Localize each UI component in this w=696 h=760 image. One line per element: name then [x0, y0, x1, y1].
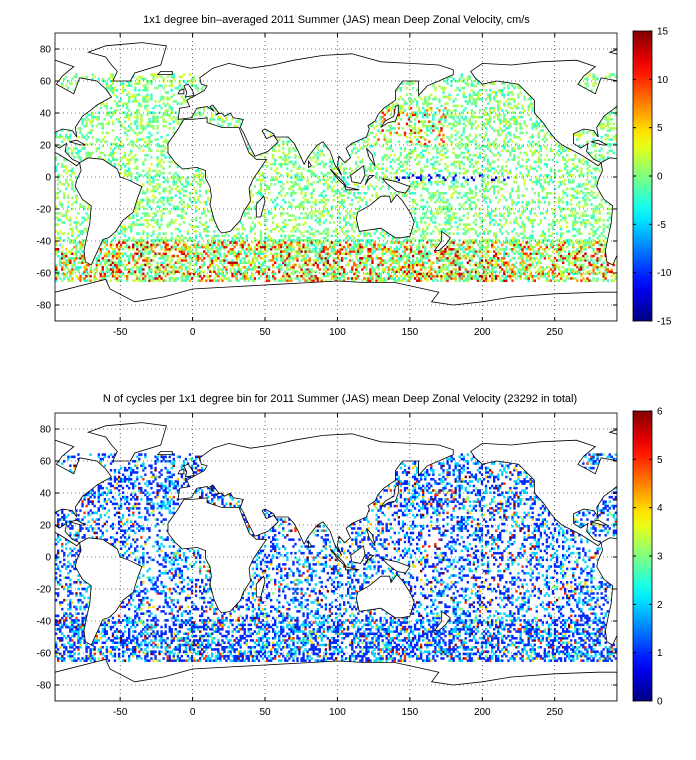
landmass-borneo	[350, 545, 366, 564]
landmass-ireland	[177, 88, 185, 95]
landmass-greenland	[86, 42, 168, 82]
landmass-newGuinea	[381, 557, 411, 574]
map-title-velocity: 1x1 degree bin–averaged 2011 Summer (JAS…	[143, 14, 530, 26]
landmass-japan	[380, 484, 399, 508]
landmass-iceland	[156, 451, 173, 455]
y-tick-label: -60	[37, 269, 52, 280]
landmass-africa	[167, 117, 268, 234]
colorbar-tick-label: 15	[657, 27, 669, 38]
x-tick-label: -50	[113, 707, 128, 718]
landmass-java	[344, 186, 360, 191]
x-tick-label: 100	[329, 327, 346, 338]
landmass-greenland	[86, 422, 168, 462]
landmass-cuba	[69, 519, 86, 526]
y-tick-label: 0	[45, 173, 51, 184]
landmass-philippines	[366, 147, 376, 167]
colorbar-tick-label: 3	[657, 552, 663, 563]
x-tick-label: 200	[474, 327, 491, 338]
colorbar-tick-label: 0	[657, 172, 663, 183]
colorbar-tick-label: 5	[657, 123, 663, 134]
x-tick-label: -50	[113, 327, 128, 338]
y-tick-label: 40	[40, 489, 52, 500]
y-tick-label: -60	[37, 649, 52, 660]
landmass-newZealand	[433, 230, 451, 251]
landmass-sulawesi	[364, 555, 375, 566]
colorbar-tick-label: 6	[657, 407, 663, 418]
y-tick-label: -80	[37, 681, 52, 692]
x-tick-label: 200	[474, 707, 491, 718]
y-tick-label: 20	[40, 521, 52, 532]
colorbar-tick-label: 5	[657, 455, 663, 466]
y-tick-label: 80	[40, 45, 52, 56]
landmass-sulawesi	[364, 175, 375, 186]
y-tick-label: 80	[40, 425, 52, 436]
x-tick-label: 250	[546, 707, 563, 718]
landmass-cuba	[590, 519, 608, 526]
colorbar-tick-label: -5	[657, 220, 666, 231]
colorbar-tick-label: -15	[657, 317, 672, 328]
landmass-southAmerica	[74, 157, 143, 266]
landmass-japan	[380, 104, 399, 128]
y-tick-label: 60	[40, 457, 52, 468]
y-tick-label: 0	[45, 553, 51, 564]
grid-lines	[55, 413, 617, 701]
landmass-antarctica	[55, 658, 617, 701]
landmass-southAmerica	[74, 537, 143, 646]
y-tick-label: -20	[37, 205, 52, 216]
y-tick-label: -80	[37, 301, 52, 312]
map-title-cycle-count: N of cycles per 1x1 degree bin for 2011 …	[102, 393, 578, 405]
landmass-antarctica	[55, 278, 617, 321]
colorbar-tick-label: 1	[657, 648, 663, 659]
x-tick-label: 50	[259, 707, 271, 718]
x-tick-label: 150	[402, 707, 419, 718]
x-tick-label: 250	[546, 327, 563, 338]
velocity-map: -50 0 50 100 150 200 250806040200-20-40-60-801…	[37, 27, 672, 339]
colorbar-tick-label: 10	[657, 75, 669, 86]
x-tick-label: 0	[190, 327, 196, 338]
landmass-britain	[183, 463, 195, 478]
x-tick-label: 150	[402, 327, 419, 338]
colorbar-tick-label: -10	[657, 268, 672, 279]
colorbar-tick-label: 2	[657, 600, 663, 611]
landmass-sriLanka	[308, 539, 312, 549]
landmass-australia	[355, 193, 415, 239]
y-tick-label: -20	[37, 585, 52, 596]
y-tick-label: -40	[37, 237, 52, 248]
x-tick-label: 0	[190, 707, 196, 718]
landmass-eurasia	[177, 433, 454, 556]
landmass-newGuinea	[381, 177, 411, 194]
landmass-southAmerica	[596, 157, 617, 266]
landmass-australia	[355, 573, 415, 619]
landmass-madagascar	[255, 575, 266, 598]
landmass-eurasia	[177, 53, 454, 176]
landmass-madagascar	[255, 195, 266, 218]
x-tick-label: 100	[329, 707, 346, 718]
y-tick-label: 60	[40, 77, 52, 88]
landmass-philippines	[366, 527, 376, 547]
landmass-sriLanka	[308, 159, 312, 169]
landmass-borneo	[350, 165, 366, 184]
landmass-java	[344, 566, 360, 571]
landmass-cuba	[69, 139, 86, 146]
y-tick-label: 40	[40, 109, 52, 120]
landmass-southAmerica	[596, 537, 617, 646]
colorbar-tick-label: 0	[657, 697, 663, 708]
grid-lines	[55, 33, 617, 321]
colorbar-tick-label: 4	[657, 503, 663, 514]
cycle-count-map: -50 0 50 100 150 200 250806040200-20-40-60-806…	[37, 407, 663, 719]
landmass-ireland	[177, 468, 185, 475]
x-tick-label: 50	[259, 327, 271, 338]
landmass-africa	[167, 497, 268, 614]
landmass-iceland	[156, 71, 173, 75]
landmass-greenland	[608, 49, 617, 55]
y-tick-label: -40	[37, 617, 52, 628]
y-tick-label: 20	[40, 141, 52, 152]
landmass-newZealand	[433, 610, 451, 631]
landmass-cuba	[590, 139, 608, 146]
landmass-britain	[183, 83, 195, 98]
landmass-greenland	[608, 429, 617, 435]
